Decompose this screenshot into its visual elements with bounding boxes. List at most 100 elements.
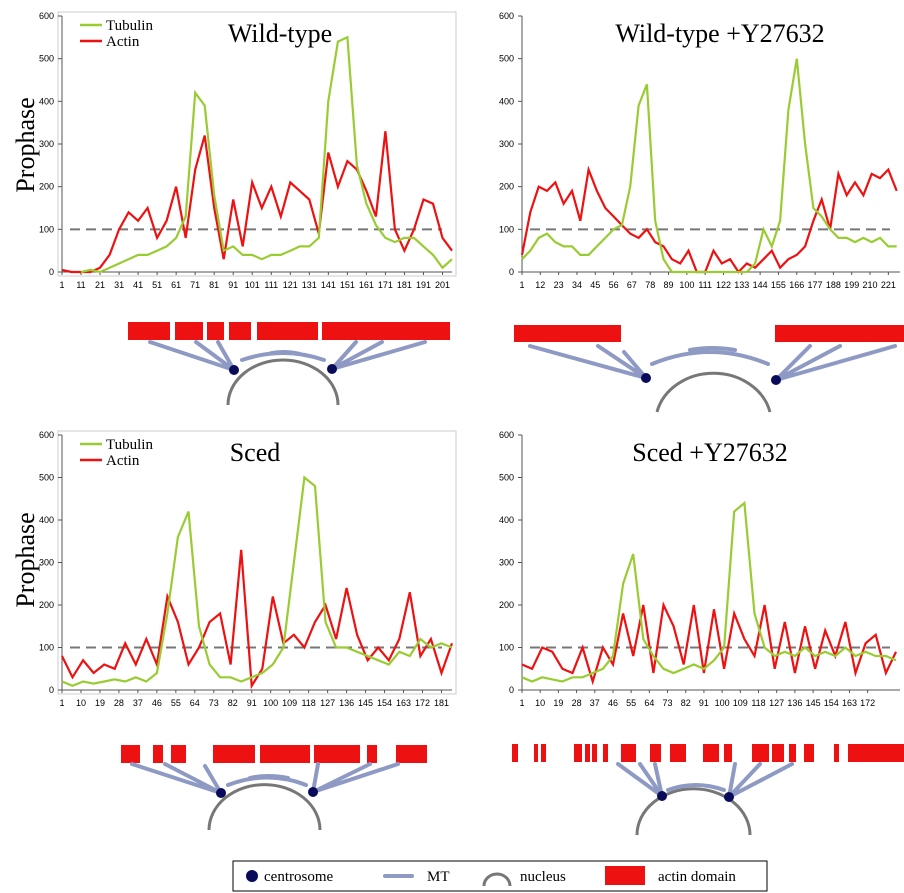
x-tick-label: 37: [133, 698, 143, 708]
legend-label: MT: [427, 869, 450, 885]
centrosome: [771, 375, 781, 385]
x-tick-label: 172: [860, 698, 875, 708]
x-tick-label: 122: [716, 280, 731, 290]
diagram-wild-type-y27632: [514, 325, 904, 413]
y-tick-label: 600: [39, 11, 54, 21]
legend-label: nucleus: [520, 869, 566, 885]
nucleus: [207, 783, 322, 831]
x-tick-label: 191: [416, 280, 431, 290]
x-tick-label: 145: [358, 698, 373, 708]
y-tick-label: 300: [39, 558, 54, 568]
x-tick-label: 131: [302, 280, 317, 290]
x-tick-label: 41: [133, 280, 143, 290]
x-tick-label: 64: [190, 698, 200, 708]
legend-actin-icon: [605, 866, 645, 885]
legend-label: Actin: [106, 34, 140, 50]
y-tick-label: 400: [39, 515, 54, 525]
x-tick-label: 28: [572, 698, 582, 708]
x-tick-label: 56: [609, 280, 619, 290]
x-tick-label: 19: [553, 698, 563, 708]
x-tick-label: 163: [396, 698, 411, 708]
microtubules: [130, 762, 400, 795]
y-tick-label: 500: [39, 54, 54, 64]
legend-nucleus-icon: [482, 872, 512, 887]
x-tick-label: 1: [519, 698, 524, 708]
series-line: [521, 58, 897, 274]
y-tick-label: 200: [39, 182, 54, 192]
plot-frame: [57, 11, 457, 277]
centrosome: [327, 364, 337, 374]
x-tick-label: 199: [844, 280, 859, 290]
actin-domains: [514, 325, 904, 342]
x-tick-label: 31: [114, 280, 124, 290]
actin-domains: [512, 744, 904, 762]
series-line: [61, 549, 454, 690]
microtubules: [528, 344, 897, 382]
y-tick-label: 0: [49, 267, 54, 277]
diagram-sced: [121, 745, 427, 831]
x-tick-label: 166: [789, 280, 804, 290]
x-tick-label: 55: [626, 698, 636, 708]
x-tick-label: 23: [554, 280, 564, 290]
x-tick-label: 10: [535, 698, 545, 708]
x-tick-label: 109: [282, 698, 297, 708]
x-tick-label: 155: [771, 280, 786, 290]
centrosome: [724, 792, 734, 802]
nucleus: [635, 787, 752, 836]
y-tick-label: 0: [509, 267, 514, 277]
x-tick-label: 78: [645, 280, 655, 290]
x-tick-label: 91: [228, 280, 238, 290]
y-tick-label: 600: [499, 430, 514, 440]
x-tick-label: 172: [415, 698, 430, 708]
x-tick-label: 61: [171, 280, 181, 290]
x-tick-label: 46: [608, 698, 618, 708]
x-tick-label: 111: [698, 280, 712, 290]
nucleus: [655, 371, 772, 413]
x-tick-label: 73: [209, 698, 219, 708]
x-tick-label: 188: [826, 280, 841, 290]
y-tick-label: 300: [499, 558, 514, 568]
legend-centrosome-icon: [246, 870, 258, 882]
microtubules: [616, 762, 794, 799]
x-tick-label: 145: [806, 698, 821, 708]
y-tick-label: 100: [39, 643, 54, 653]
series-line: [521, 500, 897, 683]
y-tick-label: 100: [39, 224, 54, 234]
y-axis-label: Prophase: [11, 97, 40, 192]
nucleus: [226, 358, 340, 406]
legend-label: Tubulin: [106, 437, 153, 453]
x-tick-label: 221: [881, 280, 896, 290]
y-tick-label: 500: [499, 473, 514, 483]
x-tick-label: 46: [152, 698, 162, 708]
x-tick-label: 171: [378, 280, 393, 290]
x-tick-label: 100: [715, 698, 730, 708]
x-tick-label: 37: [590, 698, 600, 708]
x-tick-label: 51: [152, 280, 162, 290]
centrosome: [216, 788, 226, 798]
x-tick-label: 28: [114, 698, 124, 708]
legend-label: Tubulin: [106, 18, 153, 34]
x-tick-label: 71: [190, 280, 200, 290]
x-tick-label: 10: [76, 698, 86, 708]
y-axis-label: Prophase: [11, 512, 40, 607]
y-tick-label: 500: [499, 54, 514, 64]
x-tick-label: 141: [321, 280, 336, 290]
y-tick-label: 0: [509, 685, 514, 695]
x-tick-label: 1: [519, 280, 524, 290]
x-tick-label: 177: [808, 280, 823, 290]
x-tick-label: 64: [644, 698, 654, 708]
y-tick-label: 200: [499, 182, 514, 192]
x-tick-label: 34: [572, 280, 582, 290]
x-tick-label: 163: [842, 698, 857, 708]
x-tick-label: 136: [787, 698, 802, 708]
y-tick-label: 300: [499, 139, 514, 149]
x-tick-label: 121: [283, 280, 298, 290]
series-line: [80, 35, 453, 274]
x-tick-label: 201: [435, 280, 450, 290]
x-tick-label: 133: [734, 280, 749, 290]
centrosome: [308, 787, 318, 797]
chart-title: Wild-type +Y27632: [615, 19, 824, 48]
y-tick-label: 500: [39, 473, 54, 483]
